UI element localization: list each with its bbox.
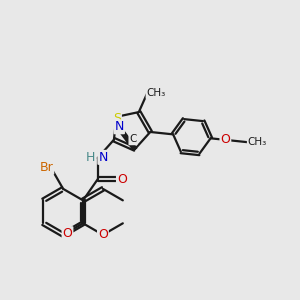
- Text: O: O: [62, 227, 72, 240]
- Text: Br: Br: [40, 161, 53, 174]
- Text: O: O: [220, 133, 230, 146]
- Text: H: H: [86, 151, 95, 164]
- Text: O: O: [98, 228, 108, 241]
- Text: O: O: [117, 172, 127, 186]
- Text: C: C: [129, 134, 137, 144]
- Text: CH₃: CH₃: [146, 88, 166, 98]
- Text: S: S: [113, 112, 121, 125]
- Text: N: N: [115, 120, 124, 133]
- Text: N: N: [98, 151, 108, 164]
- Text: CH₃: CH₃: [248, 137, 267, 147]
